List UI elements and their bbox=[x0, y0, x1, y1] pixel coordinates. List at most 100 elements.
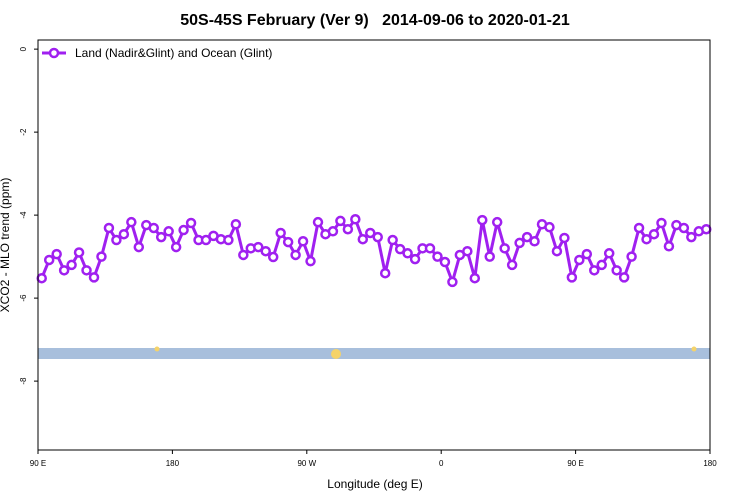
data-point bbox=[73, 247, 85, 258]
legend-label: Land (Nadir&Glint) and Ocean (Glint) bbox=[75, 46, 272, 60]
data-point bbox=[648, 228, 660, 240]
data-point bbox=[439, 256, 451, 268]
data-point bbox=[260, 245, 271, 257]
data-point bbox=[394, 243, 406, 255]
data-point bbox=[118, 228, 130, 240]
chart-title: 50S-45S February (Ver 9) 2014-09-06 to 2… bbox=[180, 12, 570, 29]
data-point bbox=[686, 231, 697, 243]
data-point bbox=[200, 234, 212, 246]
data-point bbox=[223, 234, 234, 246]
data-point bbox=[297, 236, 309, 247]
data-point bbox=[663, 240, 675, 252]
data-point bbox=[238, 249, 249, 261]
data-point bbox=[626, 251, 637, 262]
data-point bbox=[603, 248, 615, 259]
x-tick-label: 180 bbox=[166, 459, 180, 468]
y-tick-label: -6 bbox=[19, 294, 28, 302]
x-tick-label: 90 W bbox=[297, 459, 316, 468]
data-point bbox=[581, 248, 593, 260]
data-point bbox=[559, 232, 570, 244]
data-point bbox=[596, 259, 607, 271]
data-point bbox=[484, 251, 495, 262]
data-point bbox=[111, 234, 122, 246]
data-point bbox=[521, 231, 533, 243]
data-point bbox=[477, 214, 488, 226]
data-point bbox=[178, 224, 189, 236]
data-point bbox=[402, 248, 413, 259]
legend-marker bbox=[48, 47, 60, 59]
x-tick-label: 0 bbox=[439, 459, 444, 468]
data-point bbox=[96, 251, 107, 262]
data-point bbox=[469, 272, 481, 284]
data-point bbox=[282, 236, 294, 248]
data-point bbox=[36, 272, 47, 284]
data-point bbox=[66, 259, 77, 271]
data-point bbox=[170, 241, 182, 253]
data-point bbox=[290, 249, 301, 261]
data-point bbox=[103, 222, 115, 234]
plot-frame bbox=[37, 39, 711, 451]
data-point bbox=[365, 227, 376, 239]
data-point bbox=[163, 226, 174, 237]
data-point bbox=[275, 227, 286, 239]
data-point bbox=[544, 221, 555, 233]
data-point bbox=[133, 241, 145, 253]
data-point bbox=[379, 267, 391, 279]
land-marker bbox=[331, 349, 341, 359]
x-tick-label: 90 E bbox=[567, 459, 583, 468]
data-point bbox=[589, 265, 600, 276]
data-point bbox=[267, 251, 279, 263]
data-point bbox=[372, 231, 383, 243]
data-point bbox=[462, 245, 473, 257]
data-point bbox=[230, 219, 242, 230]
y-tick-label: 0 bbox=[19, 46, 28, 51]
data-point bbox=[148, 222, 159, 234]
data-point bbox=[618, 272, 630, 283]
data-point bbox=[633, 222, 645, 234]
land-marker bbox=[691, 346, 697, 352]
data-point bbox=[551, 245, 563, 257]
data-point bbox=[409, 253, 421, 265]
data-point bbox=[305, 255, 316, 267]
data-point bbox=[424, 243, 436, 254]
data-point bbox=[574, 254, 585, 266]
data-point bbox=[155, 231, 167, 243]
data-point bbox=[81, 265, 92, 276]
y-tick-label: -4 bbox=[19, 211, 28, 219]
data-point bbox=[491, 216, 503, 228]
data-point bbox=[701, 223, 712, 235]
x-tick-label: 180 bbox=[703, 459, 717, 468]
data-point bbox=[506, 259, 518, 271]
data-point bbox=[678, 222, 690, 234]
data-point bbox=[357, 233, 369, 245]
data-point bbox=[185, 217, 197, 229]
data-point bbox=[611, 265, 622, 276]
data-point bbox=[499, 243, 510, 254]
x-axis-label: Longitude (deg E) bbox=[327, 477, 422, 491]
data-point bbox=[335, 215, 346, 227]
y-tick-label: -2 bbox=[19, 128, 28, 136]
data-point bbox=[327, 226, 339, 237]
data-point bbox=[432, 251, 443, 262]
data-point bbox=[387, 234, 398, 246]
data-point bbox=[43, 254, 55, 266]
data-point bbox=[253, 241, 264, 253]
data-point bbox=[566, 272, 578, 283]
data-point bbox=[58, 265, 70, 276]
surface-strip bbox=[38, 348, 710, 359]
data-point bbox=[51, 248, 62, 260]
data-point bbox=[529, 236, 540, 247]
y-tick-label: -8 bbox=[19, 377, 28, 385]
data-point bbox=[342, 223, 354, 235]
data-point bbox=[88, 272, 100, 283]
data-point bbox=[641, 233, 652, 245]
data-point bbox=[312, 216, 324, 228]
y-axis-label: XCO2 - MLO trend (ppm) bbox=[0, 178, 12, 313]
data-point bbox=[514, 237, 525, 249]
data-point bbox=[126, 216, 137, 228]
data-point bbox=[447, 276, 458, 288]
data-point bbox=[350, 214, 361, 225]
land-marker bbox=[154, 346, 160, 352]
